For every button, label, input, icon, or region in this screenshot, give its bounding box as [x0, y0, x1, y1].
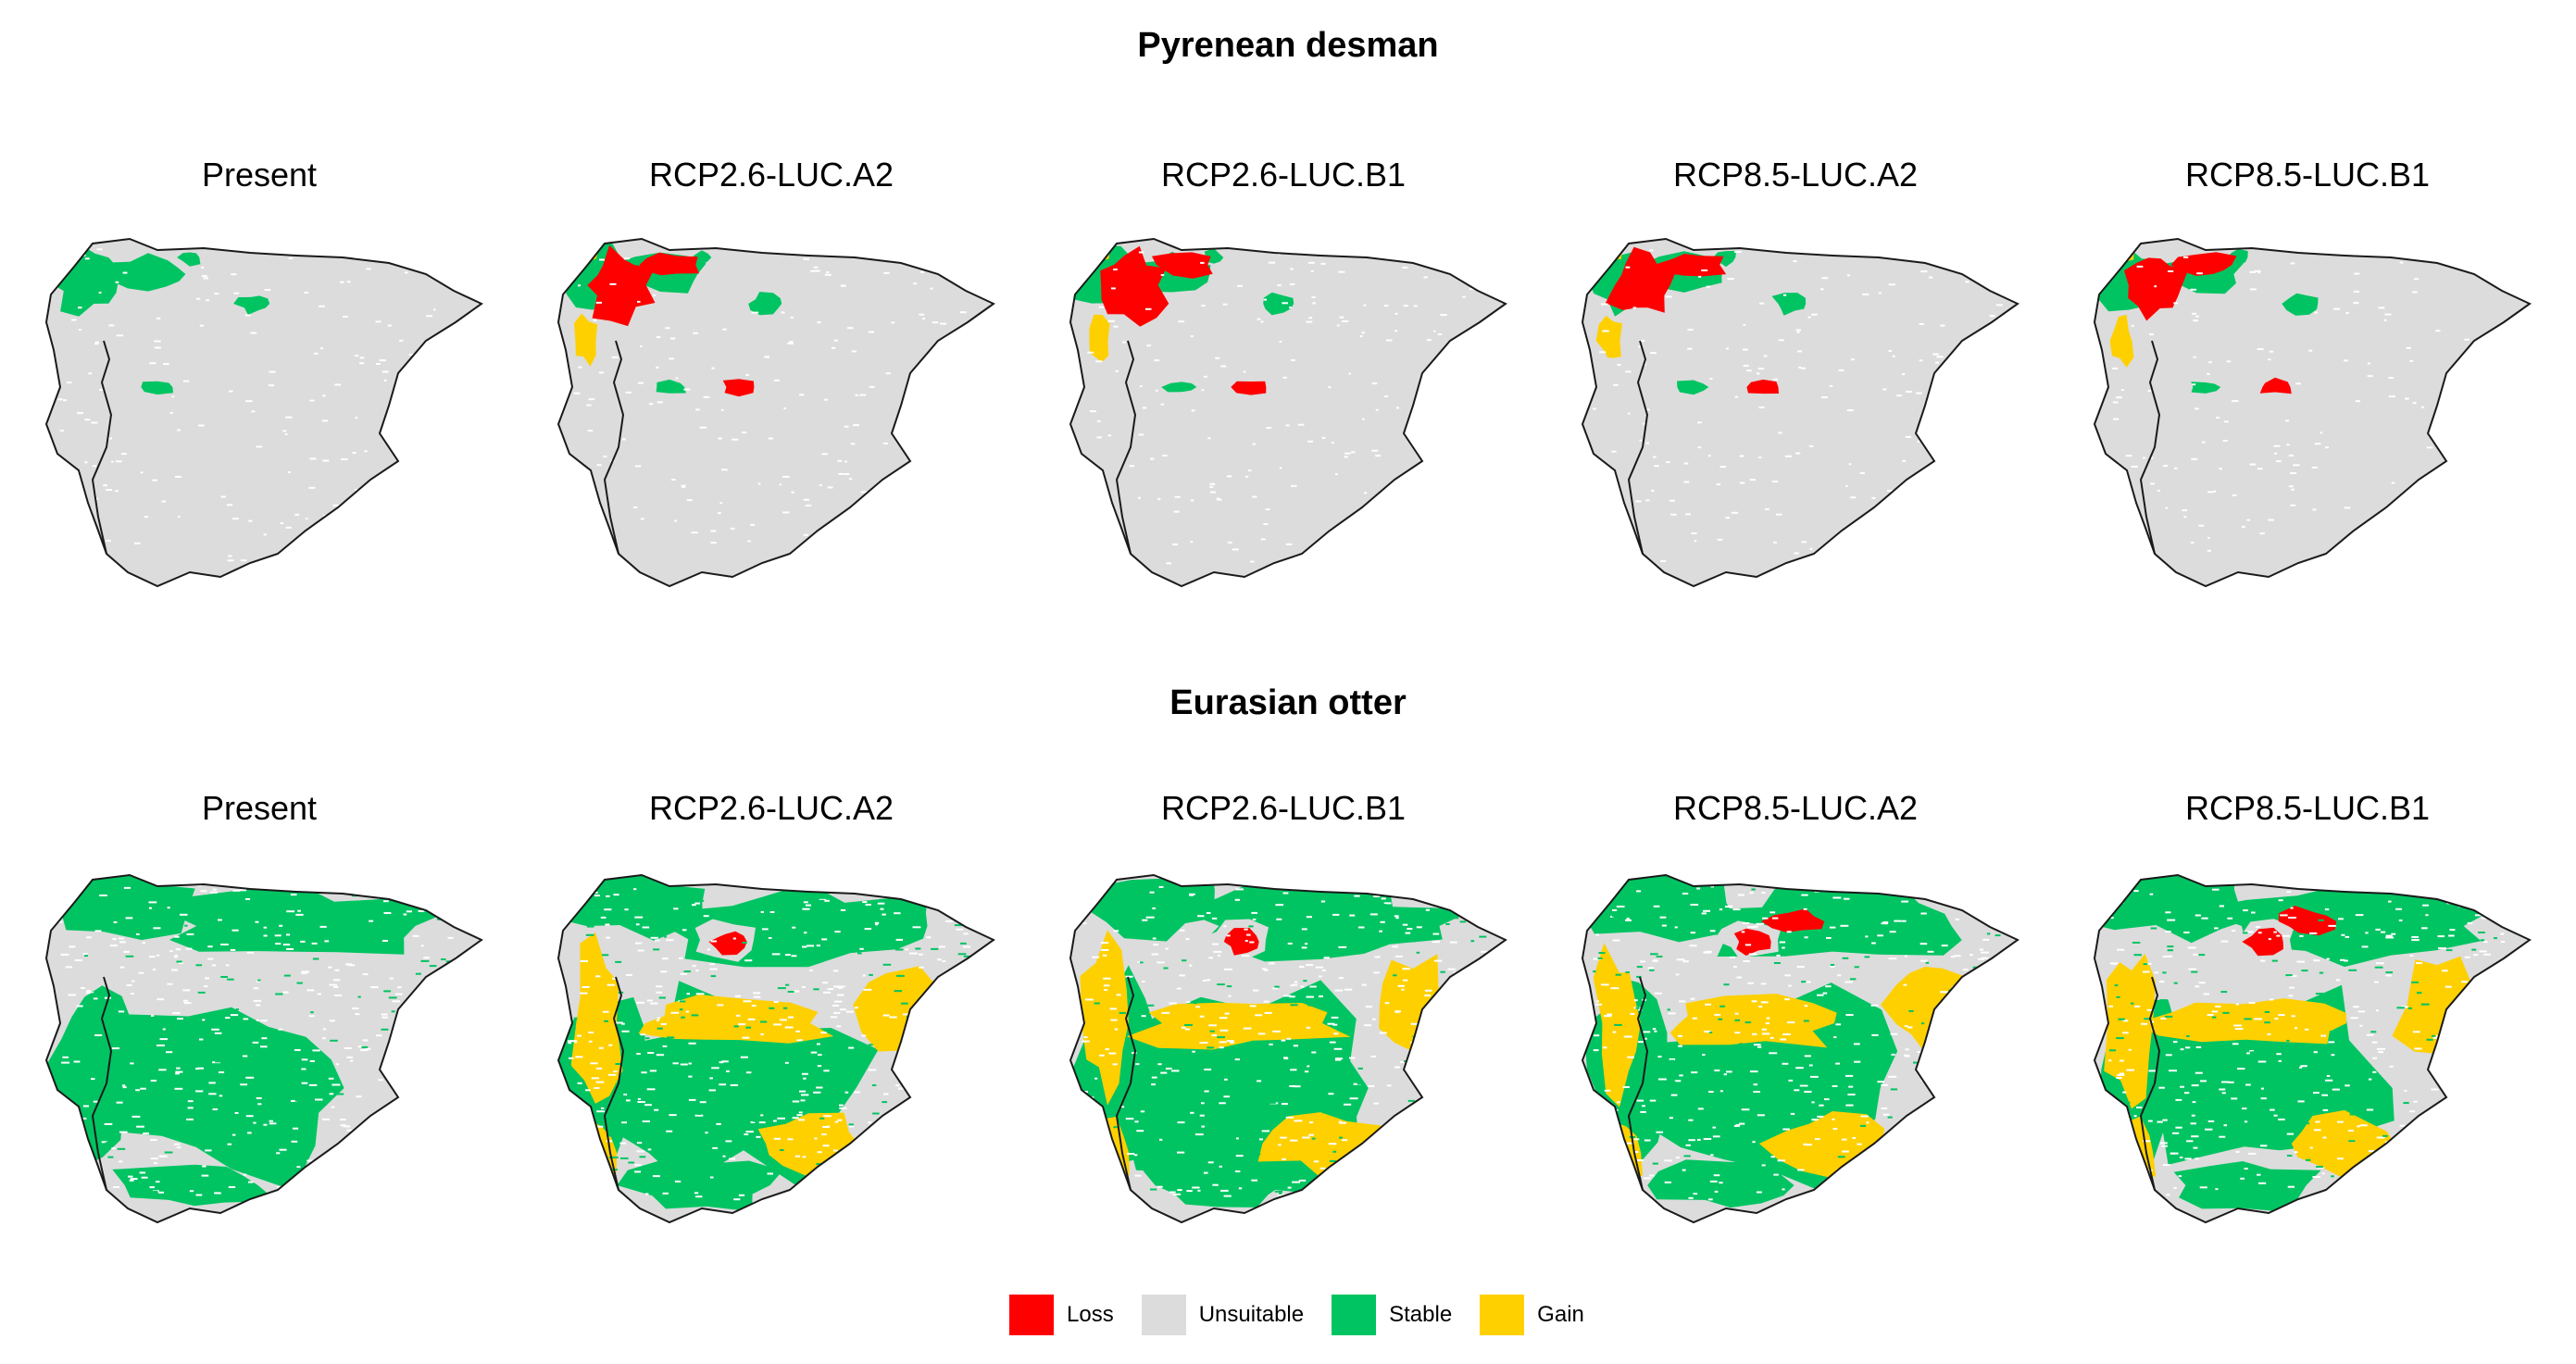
species-title-desman: Pyrenean desman [1137, 26, 1439, 65]
iberia-map [1581, 873, 2020, 1224]
iberia-map [1581, 237, 2020, 588]
panel-title: RCP8.5-LUC.B1 [2184, 789, 2431, 827]
legend-swatch-unsuitable [1141, 1295, 1186, 1335]
legend-label-gain: Gain [1537, 1302, 1584, 1327]
panel-title: RCP2.6-LUC.B1 [1160, 156, 1407, 194]
panel-title: RCP8.5-LUC.A2 [1672, 789, 1919, 827]
legend-swatch-loss [1009, 1295, 1054, 1335]
iberia-map [556, 237, 995, 588]
legend-label-loss: Loss [1067, 1302, 1114, 1327]
legend-item-gain: Gain [1480, 1295, 1584, 1335]
panel-title: Present [201, 789, 318, 827]
legend-item-loss: Loss [1009, 1295, 1114, 1335]
iberia-map [2093, 237, 2532, 588]
legend-swatch-gain [1480, 1295, 1525, 1335]
legend-item-stable: Stable [1332, 1295, 1452, 1335]
legend-item-unsuitable: Unsuitable [1141, 1295, 1305, 1335]
panel-title: RCP8.5-LUC.A2 [1672, 156, 1919, 194]
panel-title: RCP8.5-LUC.B1 [2184, 156, 2431, 194]
legend-label-unsuitable: Unsuitable [1198, 1302, 1305, 1327]
panel-title: Present [201, 156, 318, 194]
panel-title: RCP2.6-LUC.B1 [1160, 789, 1407, 827]
panel-title: RCP2.6-LUC.A2 [648, 156, 894, 194]
species-title-otter: Eurasian otter [1169, 683, 1407, 722]
iberia-map [44, 873, 483, 1224]
iberia-map [556, 873, 995, 1224]
legend: Loss Unsuitable Stable Gain [1009, 1287, 1612, 1343]
iberia-map [1069, 237, 1507, 588]
iberia-map [44, 237, 483, 588]
legend-swatch-stable [1332, 1295, 1377, 1335]
iberia-map [2093, 873, 2532, 1224]
legend-label-stable: Stable [1389, 1302, 1453, 1327]
panel-title: RCP2.6-LUC.A2 [648, 789, 894, 827]
iberia-map [1069, 873, 1507, 1224]
